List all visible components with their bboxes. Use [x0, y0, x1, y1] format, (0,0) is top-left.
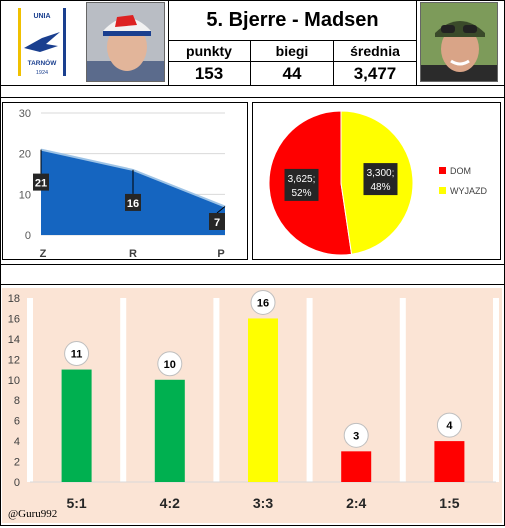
data-label-box: [209, 213, 225, 230]
legend-swatch: [439, 167, 446, 174]
data-label: 16: [127, 198, 139, 210]
data-label: 11: [71, 349, 83, 361]
y-tick-label: 0: [14, 477, 20, 489]
divider: [0, 284, 505, 285]
gridline: [399, 298, 406, 482]
gridline: [493, 298, 499, 482]
rider-photo-right: [420, 2, 498, 82]
divider: [416, 0, 417, 85]
y-tick-label: 14: [8, 334, 20, 346]
pie-value-label: 3,300;: [367, 168, 395, 179]
y-tick-label: 10: [8, 375, 20, 387]
x-tick-label: 4:2: [160, 495, 180, 511]
area-series-line: [40, 148, 226, 208]
data-label: 16: [257, 297, 269, 309]
legend-label: DOM: [450, 166, 471, 176]
y-tick-label: 18: [8, 293, 20, 305]
divider: [168, 61, 417, 62]
gridline: [306, 298, 313, 482]
bar-chart-panel: 0 2 4 6 8 10 12 14 16 18 11 5:1 10 4:2 16 3:3 3 2:4 4 1:5: [2, 288, 502, 523]
divider: [0, 85, 505, 86]
pie-percent-label: 48%: [370, 182, 390, 193]
data-label-bubble: [343, 422, 369, 448]
watermark: @Guru992: [8, 508, 58, 520]
rider-photo-left: [86, 2, 165, 82]
logo-text-bottom: TARNÓW: [28, 58, 58, 67]
y-tick-label: 2: [14, 457, 20, 469]
area-chart: 0 10 20 30 21 Z 16 R 7 P: [19, 108, 226, 260]
divider: [0, 264, 505, 265]
points-label: punkty: [186, 43, 232, 59]
x-tick-label: 1:5: [439, 495, 459, 511]
bar: [248, 318, 278, 482]
divider: [0, 97, 505, 98]
bar: [341, 451, 372, 482]
x-tick-label: Z: [40, 248, 47, 259]
y-tick-label: 30: [19, 108, 31, 120]
bar: [61, 369, 92, 482]
divider: [250, 40, 251, 85]
legend-label: WYJAZD: [450, 186, 487, 196]
pie-chart-panel: 3,625; 52% 3,300; 48% DOM WYJAZD: [252, 102, 501, 260]
average-label: średnia: [350, 43, 400, 59]
y-tick-label: 6: [14, 416, 20, 428]
x-tick-label: R: [129, 248, 137, 259]
y-tick-label: 12: [8, 354, 20, 366]
y-tick-label: 10: [19, 189, 31, 201]
pie-label-box: [284, 168, 319, 201]
club-logo: UNIA TARNÓW 1924: [14, 8, 70, 76]
swallow-icon: [24, 32, 60, 52]
gridline: [120, 298, 127, 482]
heats-label: biegi: [275, 43, 309, 59]
y-tick-label: 0: [25, 230, 31, 242]
logo-text-top: UNIA: [33, 13, 50, 20]
gridline: [213, 298, 220, 482]
pie-chart: 3,625; 52% 3,300; 48% DOM WYJAZD: [268, 110, 487, 256]
data-label: 10: [164, 359, 176, 371]
bar-chart: 0 2 4 6 8 10 12 14 16 18 11 5:1 10 4:2 16 3:3 3 2:4 4 1:5: [2, 288, 502, 523]
points-value: 153: [194, 63, 224, 83]
data-label: 4: [446, 420, 453, 432]
data-label: 3: [353, 430, 359, 442]
data-label-bubble: [157, 351, 183, 377]
data-label-box: [33, 173, 49, 191]
area-chart-panel: 0 10 20 30 21 Z 16 R 7 P: [2, 102, 248, 260]
pie-value-label: 3,625;: [288, 174, 316, 185]
divider: [333, 40, 334, 85]
y-tick-label: 16: [8, 313, 20, 325]
x-tick-label: P: [217, 248, 224, 259]
pie-label-box: [363, 163, 398, 196]
data-label: 21: [35, 178, 47, 190]
legend-swatch: [439, 187, 446, 194]
data-label-bubble: [64, 341, 90, 367]
bar: [154, 379, 185, 482]
gridline: [27, 298, 33, 482]
y-tick-label: 4: [14, 436, 20, 448]
x-tick-label: 2:4: [346, 495, 366, 511]
bar: [434, 441, 465, 482]
data-label-box: [125, 193, 141, 211]
heats-value: 44: [282, 63, 302, 83]
stats-table: 5. Bjerre - Madsen punkty biegi średnia …: [168, 0, 417, 85]
x-tick-label: 3:3: [253, 495, 273, 511]
y-tick-label: 8: [14, 395, 20, 407]
average-value: 3,477: [353, 63, 397, 83]
rider-pair-title: 5. Bjerre - Madsen: [206, 8, 379, 31]
data-label-bubble: [436, 412, 462, 438]
data-label-leader: [216, 206, 226, 214]
divider: [168, 0, 169, 85]
pie-percent-label: 52%: [291, 188, 311, 199]
data-label-bubble: [250, 289, 276, 315]
data-label: 7: [214, 217, 220, 229]
y-tick-label: 20: [19, 149, 31, 161]
logo-text-year: 1924: [36, 70, 48, 76]
x-tick-label: 5:1: [66, 495, 86, 511]
divider: [168, 40, 417, 41]
